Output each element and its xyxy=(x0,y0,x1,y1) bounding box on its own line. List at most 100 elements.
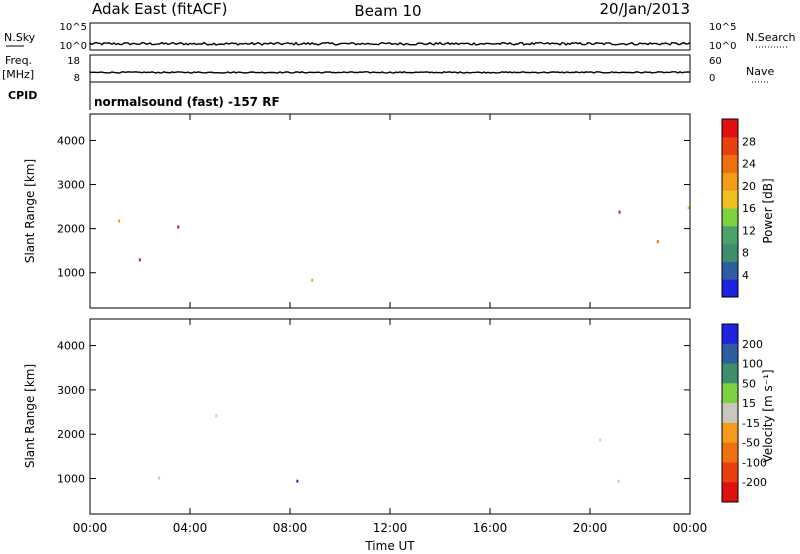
freq-unit-label: [MHz] xyxy=(2,68,34,81)
colorbar-segment xyxy=(722,324,738,345)
colorbar-segment xyxy=(722,403,738,424)
y-tick-label: 1000 xyxy=(57,473,85,486)
colorbar-segment xyxy=(722,154,738,173)
colorbar-segment xyxy=(722,363,738,384)
nave-tick-bottom: 0 xyxy=(709,73,715,84)
velocity-y-label: Slant Range [km] xyxy=(23,364,37,468)
colorbar-tick-label: -100 xyxy=(742,456,767,469)
colorbar-tick-label: 28 xyxy=(742,135,756,148)
date-title: 20/Jan/2013 xyxy=(600,0,691,18)
freq-trace xyxy=(89,70,691,74)
power-colorbar: 4 8 12 16 20 24 28 xyxy=(721,118,756,298)
colorbar-segment xyxy=(722,279,738,298)
power-panel-frame xyxy=(89,113,691,309)
colorbar-segment xyxy=(722,383,738,404)
y-tick-label: 1000 xyxy=(57,267,85,280)
time-axis-label: Time UT xyxy=(364,539,415,553)
colorbar-frame xyxy=(721,323,739,503)
freq-tick-bottom: 8 xyxy=(74,73,80,84)
colorbar-segment xyxy=(722,343,738,365)
colorbar-segment xyxy=(722,482,738,503)
x-tick-label: 00:00 xyxy=(673,521,708,535)
power-y-axis: 1000 2000 3000 4000 xyxy=(57,134,690,280)
colorbar-tick-label: -15 xyxy=(742,417,760,430)
nsearch-tick-top: 10^5 xyxy=(709,22,736,33)
cpid-text: normalsound (fast) -157 RF xyxy=(94,95,280,109)
freq-panel-frame xyxy=(89,54,691,83)
nsky-label: N.Sky xyxy=(4,31,36,44)
colorbar-tick-label: 100 xyxy=(742,358,763,371)
freq-series-line xyxy=(89,70,691,74)
heatmap-cell xyxy=(158,476,161,480)
colorbar-tick-label: -200 xyxy=(742,476,767,489)
colorbar-tick-label: 4 xyxy=(742,269,749,282)
x-tick-label: 12:00 xyxy=(373,521,408,535)
x-tick-label: 16:00 xyxy=(473,521,508,535)
velocity-colorbar: 200 100 50 15 -15 -50 -100 -200 xyxy=(721,323,767,503)
x-tick-label: 08:00 xyxy=(273,521,308,535)
y-tick-label: 3000 xyxy=(57,179,85,192)
freq-label: Freq. xyxy=(5,54,32,67)
y-tick-label: 4000 xyxy=(57,340,85,353)
heatmap-cell xyxy=(599,438,602,442)
colorbar-tick-label: 20 xyxy=(742,180,756,193)
x-tick-label: 20:00 xyxy=(573,521,608,535)
colorbar-segment xyxy=(722,243,738,262)
station-title: Adak East (fitACF) xyxy=(92,0,227,18)
nsearch-tick-bottom: 10^0 xyxy=(709,41,736,52)
velocity-y-axis: 1000 2000 3000 4000 xyxy=(57,340,690,486)
colorbar-segment xyxy=(722,172,738,191)
velocity-panel-frame xyxy=(89,318,691,515)
colorbar-segment xyxy=(722,119,738,138)
colorbar-tick-label: 200 xyxy=(742,338,763,351)
cpid-label: CPID xyxy=(8,89,37,102)
colorbar-segment xyxy=(722,208,738,227)
heatmap-cell xyxy=(617,479,620,483)
y-tick-label: 2000 xyxy=(57,428,85,441)
colorbar-tick-label: 50 xyxy=(742,377,756,390)
velocity-heatmap xyxy=(158,414,620,483)
heatmap-cell xyxy=(215,414,218,418)
velocity-colorbar-label: Velocity [m s⁻¹] xyxy=(761,369,775,462)
colorbar-segment xyxy=(722,136,738,156)
x-tick-label: 00:00 xyxy=(73,521,108,535)
beam-title: Beam 10 xyxy=(354,2,421,20)
colorbar-tick-label: 24 xyxy=(742,158,756,171)
colorbar-tick-label: 15 xyxy=(742,397,756,410)
velocity-x-axis: 00:00 04:00 08:00 12:00 16:00 20:00 00:00 xyxy=(73,319,708,535)
colorbar-tick-label: 16 xyxy=(742,202,756,215)
nsky-tick-top: 10^5 xyxy=(60,22,87,33)
colorbar-tick-label: 12 xyxy=(742,224,756,237)
colorbar-tick-label: 8 xyxy=(742,247,749,260)
colorbar-segment xyxy=(722,190,738,209)
colorbar-segment xyxy=(722,422,738,444)
nave-label: Nave xyxy=(746,65,774,78)
power-y-label: Slant Range [km] xyxy=(23,159,37,263)
heatmap-cell xyxy=(118,219,121,223)
nsky-tick-bottom: 10^0 xyxy=(60,41,87,52)
heatmap-cell xyxy=(656,240,659,244)
colorbar-tick-label: -50 xyxy=(742,437,760,450)
x-tick-label: 04:00 xyxy=(173,521,208,535)
heatmap-cell xyxy=(296,479,299,483)
nsky-trace xyxy=(89,41,691,46)
nave-tick-top: 60 xyxy=(709,56,722,67)
freq-tick-top: 18 xyxy=(67,56,80,67)
colorbar-segment xyxy=(722,225,738,245)
y-tick-label: 3000 xyxy=(57,384,85,397)
nsky-panel-frame xyxy=(89,22,691,51)
nsearch-label: N.Search xyxy=(746,31,796,44)
heatmap-cell xyxy=(311,278,314,282)
power-x-ticks xyxy=(89,114,691,308)
colorbar-frame xyxy=(721,118,739,298)
colorbar-segment xyxy=(722,442,738,463)
power-heatmap xyxy=(118,206,690,282)
y-tick-label: 2000 xyxy=(57,223,85,236)
colorbar-segment xyxy=(722,261,738,280)
nsky-series-line xyxy=(89,41,691,46)
heatmap-cell xyxy=(138,258,141,262)
heatmap-cell xyxy=(618,210,621,214)
colorbar-segment xyxy=(722,462,738,483)
heatmap-cell xyxy=(687,206,690,210)
